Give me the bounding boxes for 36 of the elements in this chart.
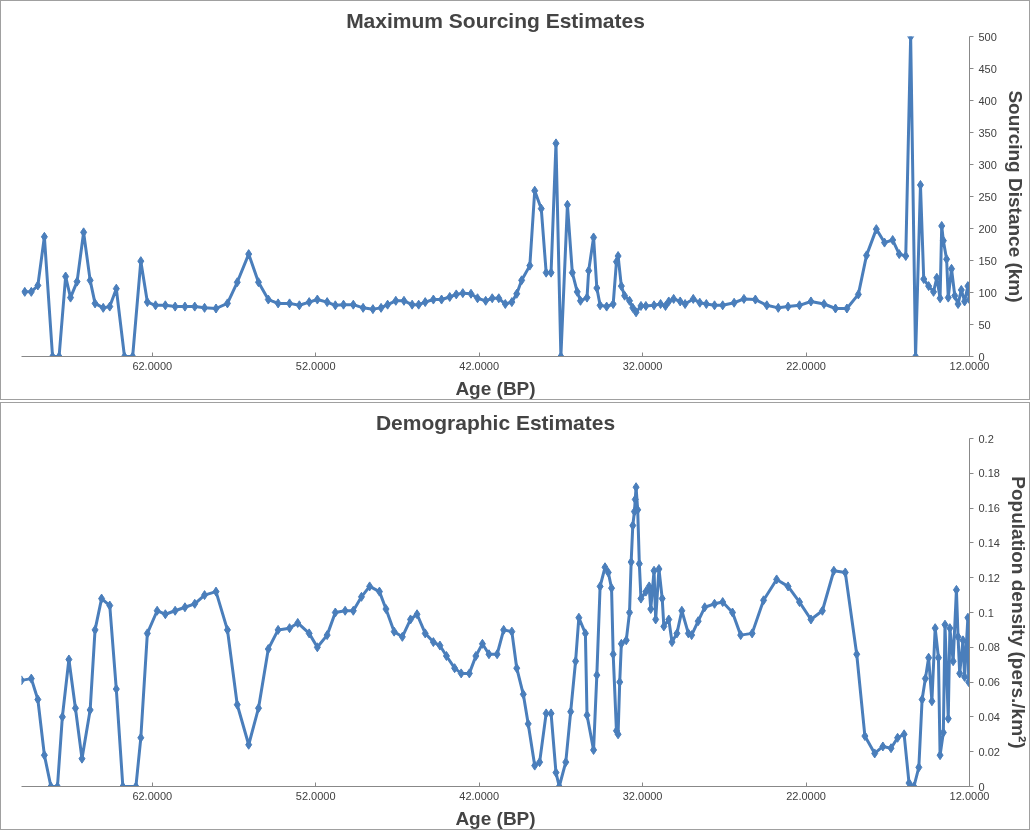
x-tick-label: 42.0000: [459, 359, 500, 372]
x-tick-label: 52.0000: [295, 789, 336, 802]
y-tick-label: 450: [978, 62, 997, 75]
y-tick-label: 0.18: [978, 467, 1000, 480]
y-tick-label: 0.08: [978, 641, 1000, 654]
x-tick-label: 32.0000: [622, 789, 663, 802]
y-tick-label: 100: [978, 286, 997, 299]
x-tick-label: 32.0000: [622, 359, 663, 372]
y-tick-label: 400: [978, 94, 997, 107]
y-tick-label: 0.14: [978, 536, 1000, 549]
y-tick-label: 500: [978, 30, 997, 43]
x-tick-label: 62.0000: [132, 789, 173, 802]
x-tick-label: 42.0000: [459, 789, 500, 802]
chart-title: Maximum Sourcing Estimates: [346, 8, 645, 32]
y-tick-label: 200: [978, 222, 997, 235]
y-tick-label: 0.2: [978, 432, 994, 445]
y-tick-label: 350: [978, 126, 997, 139]
y-tick-label: 0.06: [978, 676, 1000, 689]
y-tick-label: 0.1: [978, 606, 994, 619]
x-axis-title: Age (BP): [455, 377, 536, 399]
y-tick-label: 0.16: [978, 502, 1000, 515]
y-tick-label: 150: [978, 254, 997, 267]
y-tick-label: 0.02: [978, 745, 1000, 758]
chart-title: Demographic Estimates: [375, 410, 616, 434]
x-tick-label: 52.0000: [295, 359, 336, 372]
x-tick-label: 62.0000: [132, 359, 173, 372]
y-axis-title: Population density (pers./km²): [1007, 476, 1029, 749]
y-tick-label: 0.04: [978, 710, 1000, 723]
y-tick-label: 300: [978, 158, 997, 171]
x-tick-label: 22.0000: [786, 789, 826, 802]
y-tick-label: 0.12: [978, 571, 1000, 584]
y-tick-label: 50: [978, 318, 991, 331]
y-axis-title: Sourcing Distance (km): [1004, 90, 1026, 303]
x-axis-title: Age (BP): [455, 807, 536, 829]
x-tick-label: 22.0000: [786, 359, 826, 372]
y-tick-label: 250: [978, 190, 997, 203]
